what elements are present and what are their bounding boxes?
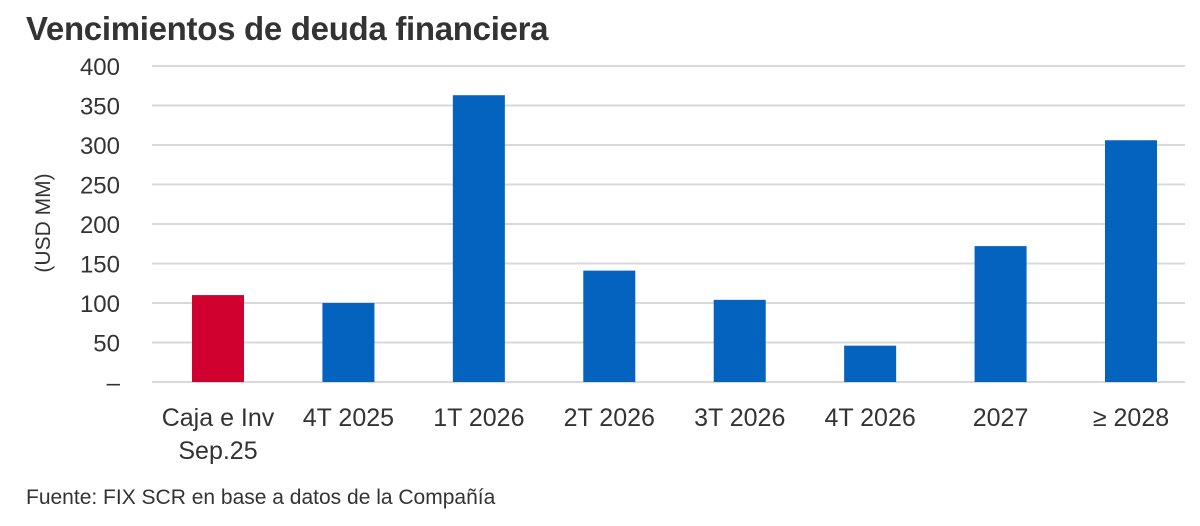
y-tick-label: 300: [80, 133, 120, 160]
x-tick-label: 2T 2026: [564, 404, 655, 432]
y-tick-label: 400: [80, 54, 120, 81]
x-tick-label: Caja e Inv: [162, 404, 275, 432]
y-tick-label: 150: [80, 252, 120, 279]
bar: [713, 299, 766, 382]
x-tick-label: 1T 2026: [433, 404, 524, 432]
y-tick-label: –: [107, 370, 121, 397]
x-axis-labels: Caja e Inv Sep.25 4T 2025 1T 2026 2T 2026 3T …: [162, 404, 1169, 465]
y-tick-label: 100: [80, 291, 120, 318]
y-tick-label: 250: [80, 173, 120, 200]
y-tick-label: 200: [80, 212, 120, 239]
x-tick-label: Sep.25: [178, 437, 257, 465]
bar: [192, 295, 244, 382]
bar: [974, 246, 1027, 382]
y-axis-label: (USD MM): [32, 173, 55, 272]
x-tick-label: 2027: [973, 404, 1029, 432]
y-tick-label: 350: [80, 94, 120, 121]
bar: [1105, 140, 1157, 382]
x-tick-label: 4T 2025: [303, 404, 394, 432]
bar: [322, 303, 375, 382]
bar: [583, 270, 636, 382]
bars: [192, 95, 1157, 382]
gridlines: [152, 65, 1185, 383]
bar: [452, 95, 505, 382]
chart-title: Vencimientos de deuda financiera: [26, 10, 549, 47]
x-tick-label: 4T 2026: [824, 404, 915, 432]
x-tick-label: 3T 2026: [694, 404, 785, 432]
y-axis-ticks: – 50 100 150 200 250 300 350 400: [80, 54, 121, 397]
source-note: Fuente: FIX SCR en base a datos de la Co…: [26, 486, 496, 509]
bar: [844, 345, 897, 382]
x-tick-label: ≥ 2028: [1093, 404, 1169, 432]
y-tick-label: 50: [93, 331, 120, 358]
